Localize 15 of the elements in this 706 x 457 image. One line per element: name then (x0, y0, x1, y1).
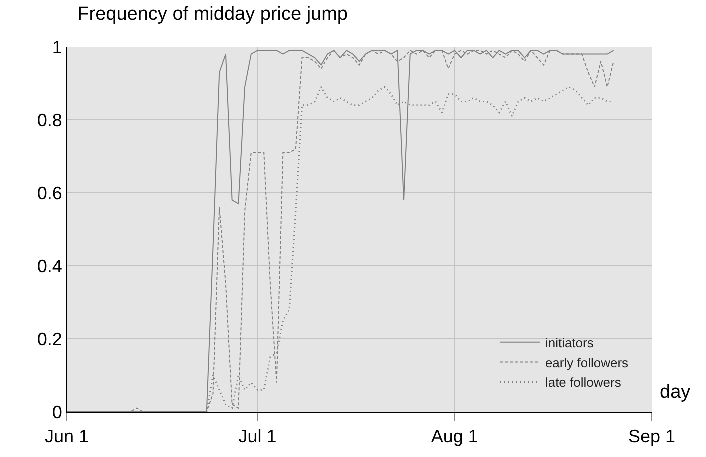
y-tick-label: 0 (52, 402, 62, 422)
y-tick-label: 0.4 (37, 256, 62, 276)
chart-title: Frequency of midday price jump (78, 4, 348, 26)
x-tick-label: Aug 1 (431, 426, 478, 447)
y-tick-label: 0.8 (37, 110, 62, 130)
x-tick-label: Sep 1 (628, 426, 676, 447)
y-tick-label: 0.2 (37, 329, 62, 350)
y-tick-label: 0.6 (37, 183, 62, 204)
legend-label: early followers (545, 355, 630, 370)
x-tick-label: Jul 1 (238, 426, 277, 447)
x-axis-title: day (660, 382, 692, 403)
y-tick-label: 1 (52, 37, 62, 58)
x-tick-label: Jun 1 (44, 426, 90, 447)
legend-label: initiators (545, 335, 594, 350)
legend-label: late followers (545, 375, 622, 390)
